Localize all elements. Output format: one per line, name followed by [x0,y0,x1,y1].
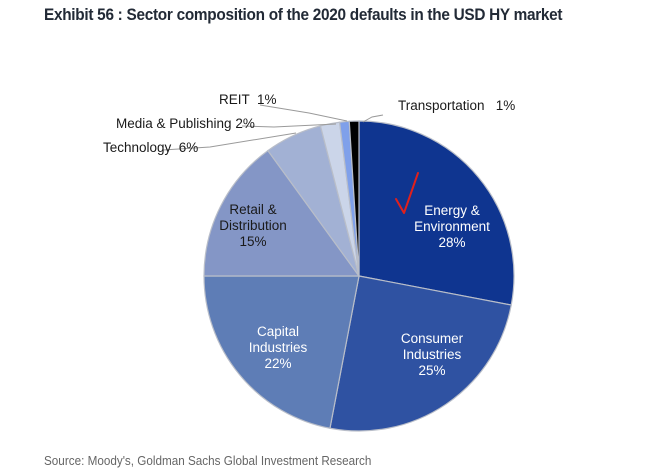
slice-label-line: 25% [418,363,445,378]
slice-label-energy-and-environment: Energy & Environment 28% [414,203,490,250]
slice-label-line: Environment [414,219,490,234]
slice-label-line: 22% [264,356,291,371]
slice-label-line: Distribution [219,218,287,233]
slice-label-line: Industries [403,347,462,362]
slice-label-line: Consumer [401,331,464,346]
slice-label-technology: Technology 6% [103,140,198,155]
slice-label-media-and-publishing: Media & Publishing 2% [116,116,255,131]
leader-line-transportation [362,114,384,123]
slice-label-line: 28% [438,235,465,250]
slice-label-line: Energy & [424,203,480,218]
leader-line-media-and-publishing [241,123,337,128]
leader-line-technology [162,132,297,151]
slice-label-transportation: Transportation 1% [398,98,515,113]
slice-label-line: 15% [239,234,266,249]
pie-slice-capital-industries [203,275,360,429]
slice-label-reit: REIT 1% [219,92,277,107]
pie-slice-energy-and-environment [358,120,515,306]
source-note: Source: Moody's, Goldman Sachs Global In… [44,453,372,468]
slice-label-consumer-industries: Consumer Industries 25% [401,331,464,378]
pie-slice-consumer-industries [329,275,512,432]
slice-label-retail-and-distribution: Retail & Distribution 15% [219,202,287,249]
slice-label-line: Retail & [229,202,276,217]
slice-label-capital-industries: Capital Industries 22% [249,324,308,371]
slice-label-line: Industries [249,340,308,355]
slice-label-line: Capital [257,324,299,339]
chart-title: Exhibit 56 : Sector composition of the 2… [44,6,563,24]
leader-line-reit [259,104,348,122]
pie-slice-transportation [348,120,360,277]
pie-slice-retail-and-distribution [203,149,361,277]
checkmark-annotation [395,172,419,214]
